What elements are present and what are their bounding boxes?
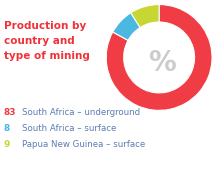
Wedge shape xyxy=(113,13,140,40)
Text: 83: 83 xyxy=(4,108,17,117)
Text: Production by: Production by xyxy=(4,21,86,31)
Text: %: % xyxy=(148,49,176,77)
Text: 8: 8 xyxy=(4,124,10,133)
Text: South Africa – surface: South Africa – surface xyxy=(22,124,116,133)
Text: South Africa – underground: South Africa – underground xyxy=(22,108,140,117)
Wedge shape xyxy=(131,5,159,28)
Wedge shape xyxy=(106,5,212,110)
Text: 9: 9 xyxy=(4,140,10,149)
Text: Papua New Guinea – surface: Papua New Guinea – surface xyxy=(22,140,145,149)
Text: country and: country and xyxy=(4,36,75,46)
Text: type of mining: type of mining xyxy=(4,51,90,61)
